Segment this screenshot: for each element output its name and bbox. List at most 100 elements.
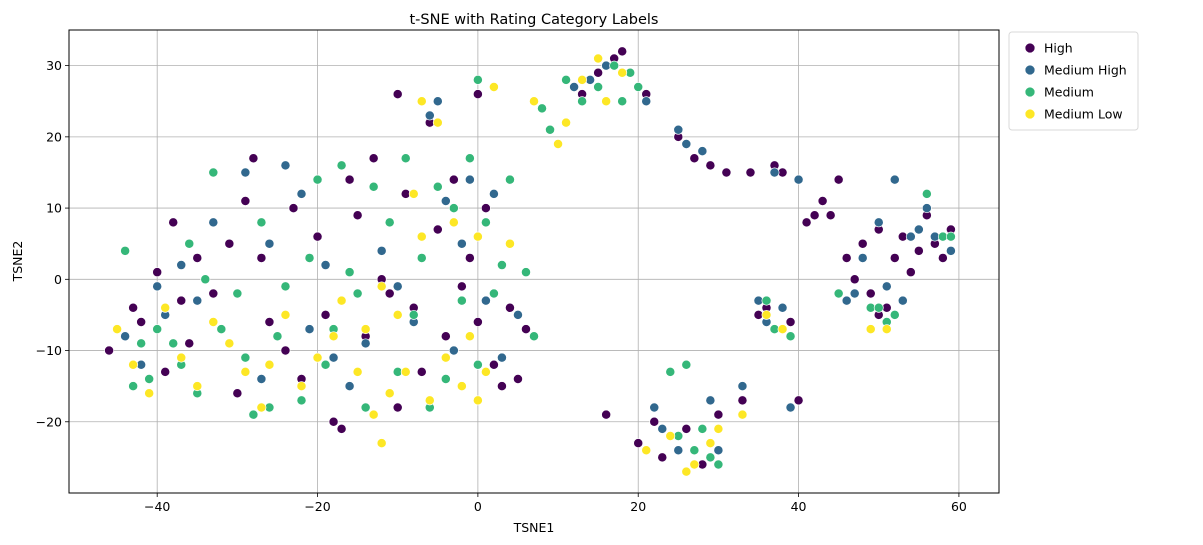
data-point bbox=[913, 224, 924, 235]
data-point bbox=[873, 217, 884, 228]
data-point bbox=[336, 423, 347, 434]
data-point bbox=[609, 60, 620, 71]
data-point bbox=[472, 231, 483, 242]
y-axis-label: TSNE2 bbox=[10, 241, 25, 283]
data-point bbox=[689, 153, 700, 164]
data-point bbox=[681, 466, 692, 477]
data-point bbox=[256, 402, 267, 413]
data-point bbox=[681, 139, 692, 149]
data-point bbox=[280, 345, 291, 356]
legend-marker bbox=[1024, 64, 1036, 76]
data-point bbox=[945, 231, 956, 242]
data-point bbox=[144, 374, 155, 384]
data-point bbox=[649, 416, 660, 427]
data-point bbox=[264, 317, 275, 327]
data-point bbox=[488, 288, 499, 299]
data-point bbox=[320, 359, 331, 370]
data-point bbox=[504, 174, 515, 185]
data-point bbox=[569, 82, 580, 92]
data-point bbox=[384, 288, 395, 299]
data-point bbox=[440, 352, 451, 363]
data-point bbox=[376, 245, 387, 256]
data-point bbox=[488, 359, 499, 370]
data-point bbox=[152, 324, 163, 335]
data-point bbox=[480, 203, 491, 214]
data-point bbox=[120, 245, 131, 256]
data-point bbox=[296, 395, 307, 406]
data-point bbox=[232, 288, 243, 299]
data-point bbox=[737, 395, 748, 406]
data-point bbox=[160, 302, 171, 313]
data-point bbox=[456, 381, 467, 392]
data-point bbox=[360, 402, 371, 413]
data-point bbox=[529, 331, 539, 342]
data-point bbox=[456, 295, 467, 306]
data-point bbox=[280, 160, 291, 171]
data-point bbox=[240, 196, 251, 206]
data-point bbox=[456, 238, 467, 249]
y-tick-label: −20 bbox=[36, 414, 62, 429]
data-point bbox=[176, 260, 187, 271]
data-point bbox=[128, 359, 139, 370]
legend-label: High bbox=[1044, 41, 1073, 56]
data-point bbox=[248, 409, 259, 420]
data-point bbox=[160, 366, 171, 377]
data-point bbox=[785, 331, 796, 342]
data-point bbox=[448, 174, 459, 185]
x-tick-label: 60 bbox=[951, 499, 967, 514]
data-point bbox=[224, 338, 235, 349]
data-point bbox=[849, 274, 860, 285]
data-point bbox=[240, 366, 251, 377]
grid-lines bbox=[69, 30, 999, 493]
data-point bbox=[280, 309, 291, 320]
data-point bbox=[841, 295, 852, 306]
data-point bbox=[368, 409, 379, 420]
data-point bbox=[761, 295, 772, 306]
series-medium bbox=[120, 60, 956, 470]
data-point bbox=[833, 288, 844, 299]
data-point bbox=[657, 452, 668, 463]
data-point bbox=[224, 238, 235, 249]
data-point bbox=[352, 210, 363, 221]
data-point bbox=[192, 295, 203, 306]
data-point bbox=[304, 324, 315, 335]
y-tick-label: 30 bbox=[46, 58, 62, 73]
data-point bbox=[472, 359, 483, 370]
data-point bbox=[464, 153, 475, 164]
data-point bbox=[897, 295, 908, 306]
x-axis-label: TSNE1 bbox=[513, 520, 555, 535]
data-point bbox=[368, 181, 379, 192]
data-point bbox=[128, 302, 139, 313]
data-point bbox=[176, 352, 187, 363]
data-point bbox=[921, 188, 932, 199]
data-point bbox=[256, 374, 267, 384]
data-point bbox=[737, 381, 748, 392]
data-point bbox=[360, 338, 371, 349]
data-point bbox=[673, 445, 684, 456]
data-point bbox=[593, 67, 604, 78]
y-tick-label: 20 bbox=[46, 129, 62, 144]
legend-label: Medium Low bbox=[1044, 107, 1123, 122]
data-point bbox=[945, 245, 956, 256]
data-point bbox=[601, 409, 612, 420]
data-point bbox=[264, 359, 275, 370]
data-point bbox=[256, 252, 267, 263]
data-point bbox=[697, 423, 708, 434]
data-point bbox=[336, 160, 347, 171]
data-point bbox=[352, 288, 363, 299]
data-point bbox=[152, 267, 163, 278]
data-point bbox=[496, 352, 507, 363]
data-point bbox=[480, 366, 491, 377]
legend-label: Medium bbox=[1044, 85, 1094, 100]
data-point bbox=[168, 338, 179, 349]
data-point bbox=[504, 302, 515, 313]
data-point bbox=[673, 124, 684, 135]
data-point bbox=[857, 238, 868, 249]
data-point bbox=[577, 74, 588, 85]
data-point bbox=[448, 217, 459, 228]
data-point bbox=[432, 181, 443, 192]
data-point bbox=[889, 174, 900, 185]
data-point bbox=[280, 281, 291, 292]
data-point bbox=[192, 381, 203, 392]
y-tick-label: 0 bbox=[54, 272, 62, 287]
